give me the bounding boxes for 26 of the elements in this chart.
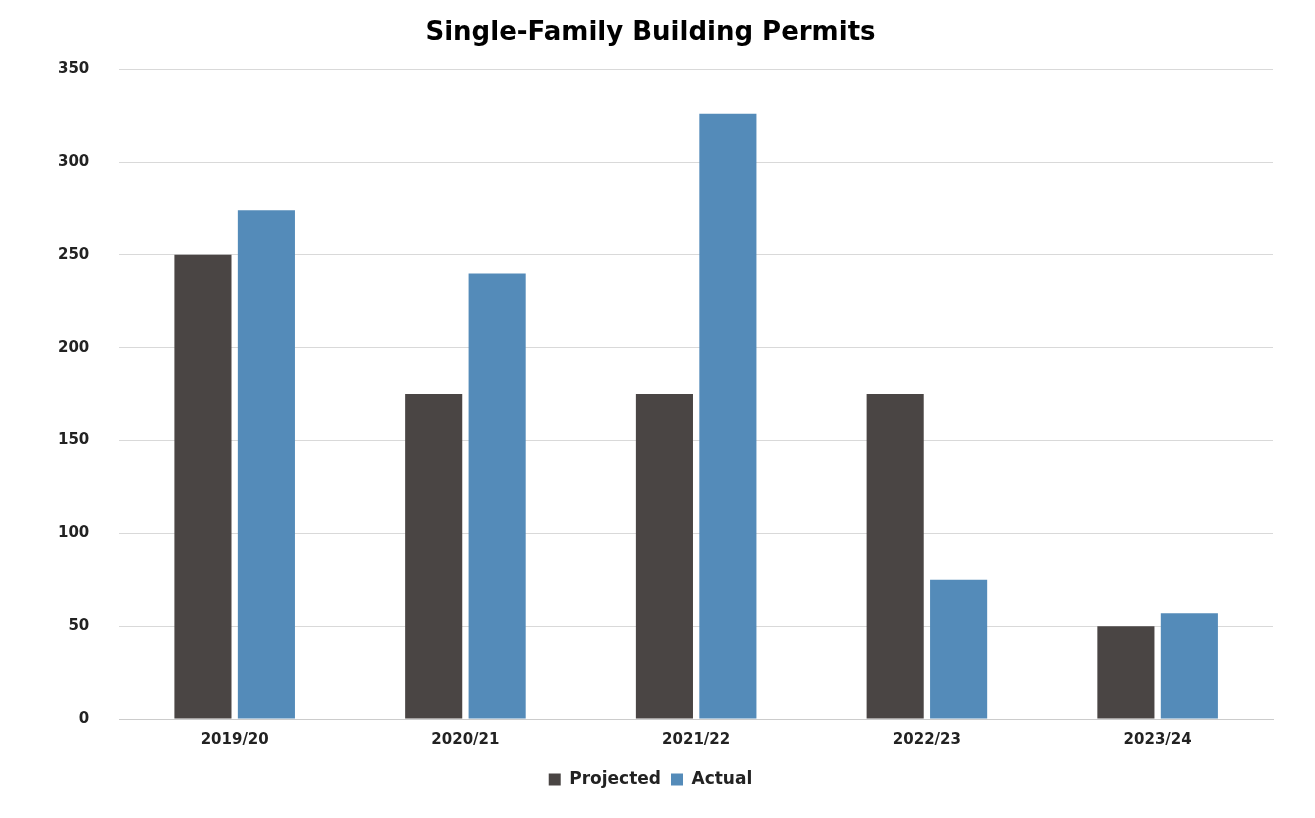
y-tick-label: 250	[58, 244, 90, 263]
bar	[237, 210, 295, 719]
chart-title: Single-Family Building Permits	[425, 16, 876, 47]
bar	[174, 254, 232, 719]
x-tick-label: 2022/23	[892, 729, 961, 748]
legend-label: Projected	[569, 767, 662, 788]
x-tick-label: 2019/20	[200, 729, 269, 748]
y-tick-label: 50	[68, 616, 90, 635]
bar	[1097, 626, 1155, 719]
y-tick-label: 300	[58, 151, 90, 170]
y-tick-label: 200	[58, 337, 90, 356]
y-tick-label: 150	[58, 430, 90, 449]
bar	[1160, 613, 1218, 719]
legend-label: Actual	[691, 767, 753, 788]
y-tick-label: 100	[58, 523, 90, 542]
y-tick-label: 0	[78, 708, 90, 727]
bar	[468, 273, 526, 719]
bar	[699, 113, 757, 719]
bar	[635, 394, 693, 719]
x-tick-label: 2023/24	[1123, 729, 1192, 748]
x-tick-label: 2021/22	[662, 729, 731, 748]
bar	[866, 394, 924, 719]
x-tick-label: 2020/21	[431, 729, 500, 748]
bar	[930, 579, 988, 719]
y-tick-label: 350	[58, 59, 90, 78]
bar	[405, 394, 463, 719]
